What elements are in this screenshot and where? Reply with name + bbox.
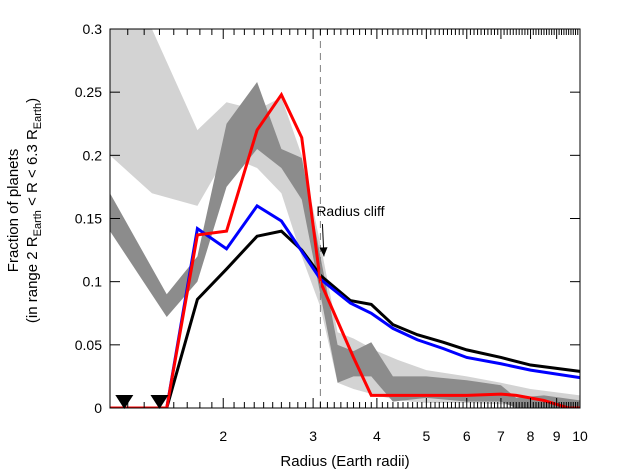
triangle-markers	[115, 394, 169, 409]
series-line-1	[110, 203, 580, 408]
y-label-sub2: Earth	[32, 103, 44, 129]
y-tick-label: 0.15	[75, 211, 102, 227]
uncertainty-bands	[110, 29, 580, 408]
y-tick-label: 0	[94, 400, 102, 416]
y-tick-label: 0.2	[83, 147, 103, 163]
annotation-arrow-head	[319, 247, 328, 257]
triangle-marker-0	[115, 394, 134, 409]
x-axis-label: Radius (Earth radii)	[280, 453, 409, 470]
y-tick-label: 0.3	[83, 21, 103, 37]
x-tick-label: 6	[463, 428, 471, 444]
tick-labels: 0 0.05 0.1 0.15 0.2 0.25 0.3 2 3 4 5 6 7 8 9 10	[75, 21, 588, 444]
axis-ticks	[109, 28, 581, 409]
y-axis-label-range: (in range 2 REarth < R < 6.3 REarth)	[24, 98, 44, 323]
series-line-0	[110, 229, 580, 408]
triangle-marker-1	[150, 394, 169, 409]
x-tick-label: 5	[422, 428, 430, 444]
x-tick-label: 8	[527, 428, 535, 444]
y-tick-label: 0.05	[75, 337, 102, 353]
radius-cliff-annotation: Radius cliff	[316, 203, 385, 257]
x-tick-label: 3	[309, 428, 317, 444]
x-tick-label: 2	[219, 428, 227, 444]
series-line-2	[110, 91, 580, 408]
band-1	[110, 82, 580, 408]
series-lines	[110, 91, 580, 408]
x-tick-label: 4	[373, 428, 381, 444]
y-label-mid: < R < 6.3 R	[24, 129, 41, 210]
y-tick-label: 0.25	[75, 84, 102, 100]
y-axis-label: Fraction of planets	[5, 149, 22, 272]
y-label-sub1: Earth	[32, 210, 44, 236]
x-tick-label: 9	[553, 428, 561, 444]
x-tick-label: 10	[572, 428, 588, 444]
y-label-post: )	[24, 98, 41, 103]
y-tick-label: 0.1	[83, 274, 103, 290]
y-label-pre: (in range 2 R	[24, 236, 41, 323]
annotation-text: Radius cliff	[316, 203, 384, 219]
x-tick-label: 7	[497, 428, 505, 444]
